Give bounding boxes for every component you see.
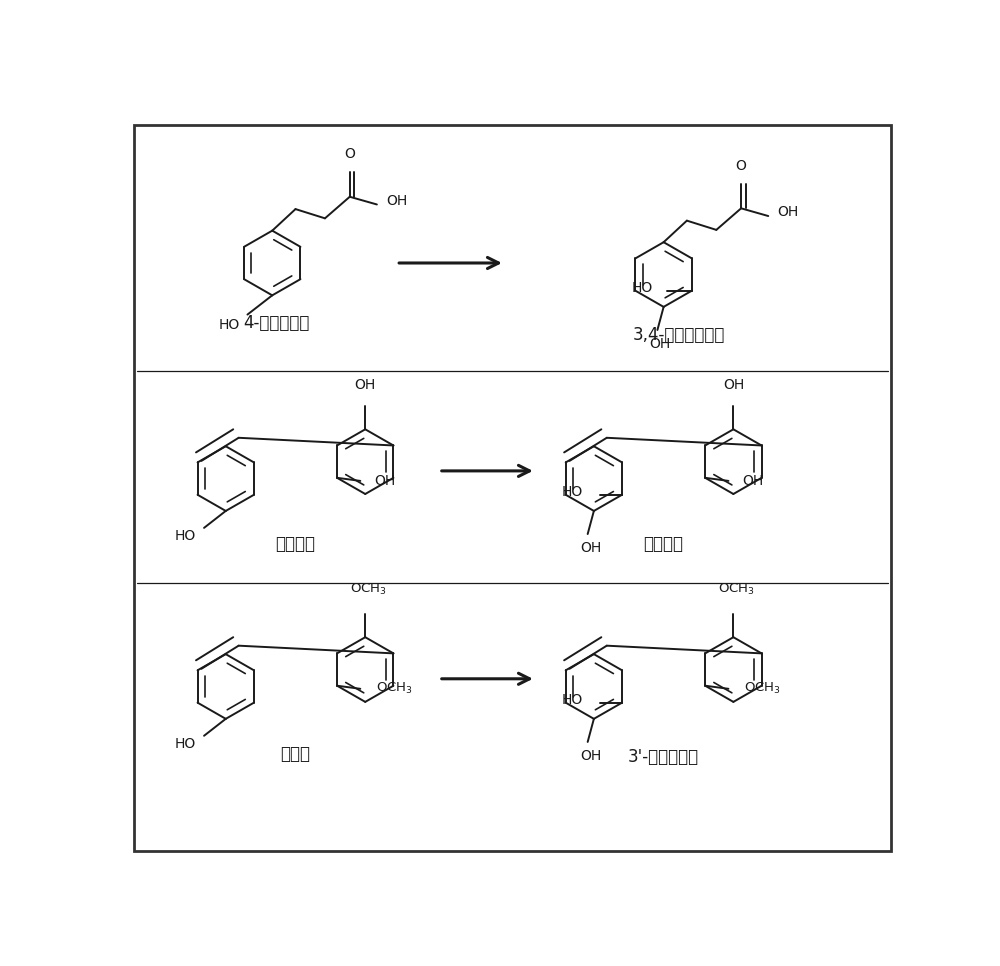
Text: OCH$_3$: OCH$_3$ [376,681,413,696]
Text: 4-羟基苯乙酸: 4-羟基苯乙酸 [243,314,309,332]
Text: OH: OH [374,474,396,488]
Text: OH: OH [386,193,407,208]
Text: O: O [344,148,355,161]
Text: OH: OH [580,749,601,763]
FancyBboxPatch shape [134,126,891,850]
Text: OH: OH [742,474,764,488]
Text: OH: OH [649,337,670,351]
Text: OH: OH [778,205,799,219]
Text: HO: HO [175,737,196,752]
Text: OCH$_3$: OCH$_3$ [350,582,387,597]
Text: O: O [736,158,747,173]
Text: 3,4-二羟基苯乙酸: 3,4-二羟基苯乙酸 [633,326,725,344]
Text: HO: HO [562,693,583,706]
Text: HO: HO [175,529,196,543]
Text: HO: HO [632,281,653,295]
Text: HO: HO [562,485,583,498]
Text: OH: OH [580,541,601,554]
Text: OH: OH [355,379,376,392]
Text: 白皮杉醇: 白皮杉醇 [644,535,684,554]
Text: OH: OH [723,379,744,392]
Text: 白藜試醇: 白藜試醇 [276,535,316,554]
Text: 3'-羟基紫檀茹: 3'-羟基紫檀茹 [628,749,699,766]
Text: 紫檀茹: 紫檀茹 [280,745,310,763]
Text: OCH$_3$: OCH$_3$ [718,582,755,597]
Text: OCH$_3$: OCH$_3$ [744,681,781,696]
Text: HO: HO [219,318,240,331]
